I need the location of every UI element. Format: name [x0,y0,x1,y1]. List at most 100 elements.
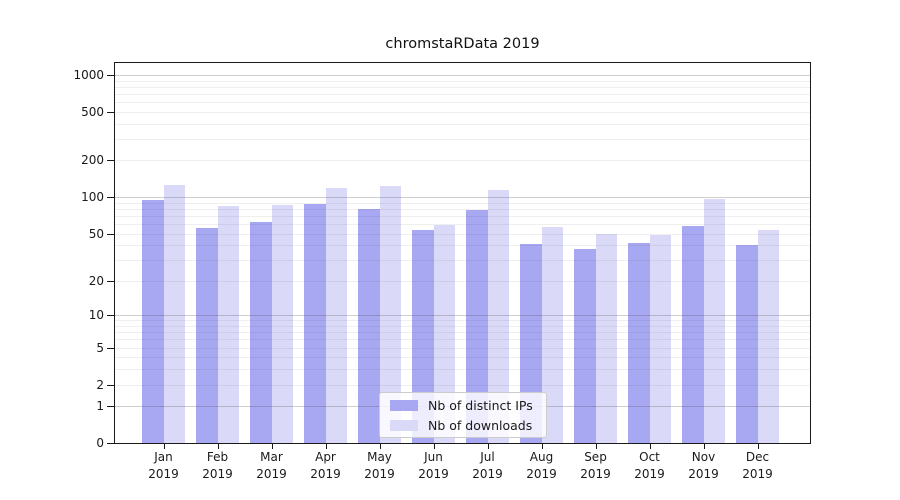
gridline-minor-8 [115,325,810,327]
gridline-minor-30 [115,260,810,261]
bar-aug-downloads [541,226,563,443]
gridline-minor-400 [115,123,810,125]
gridline-minor-800 [115,86,810,88]
bar-dec-distinct-ips [736,245,758,443]
x-tick-month: Nov [691,450,716,464]
gridline-minor-40 [115,245,810,247]
x-tick-year: 2019 [364,466,395,481]
x-tick-label-feb: Feb 2019 [190,449,246,482]
x-tick-month: Sep [584,450,607,464]
x-tick-year: 2019 [148,466,179,481]
y-tick-label-100: 100 [81,190,104,205]
legend-label-distinct-ips: Nb of distinct IPs [428,397,533,413]
legend-swatch-distinct-ips [390,399,418,411]
x-tick-label-jul: Jul 2019 [460,449,516,482]
x-tick-label-oct: Oct 2019 [622,449,678,482]
gridline-minor-6 [115,339,810,341]
y-tick-2 [107,384,114,386]
y-tick-label-20: 20 [88,273,104,288]
y-tick-label-200: 200 [81,153,104,168]
x-tick-year: 2019 [418,466,449,481]
x-tick-label-dec: Dec 2019 [730,449,786,482]
gridline-major-100 [115,197,810,199]
bar-jun-distinct-ips [412,229,434,443]
x-tick-label-apr: Apr 2019 [298,449,354,482]
x-tick-mar [271,444,273,449]
gridline-minor-300 [115,138,810,140]
y-tick-label-1: 1 [96,399,104,414]
x-tick-month: Dec [745,450,770,464]
gridline-minor-20 [115,280,810,282]
x-tick-label-nov: Nov 2019 [676,449,732,482]
x-tick-year: 2019 [634,466,665,481]
x-tick-year: 2019 [688,466,719,481]
y-tick-20 [107,280,114,282]
gridline-minor-200 [115,160,810,162]
bar-may-downloads [379,186,401,443]
bar-may-distinct-ips [358,208,380,443]
y-tick-10 [107,315,114,317]
bar-apr-distinct-ips [304,203,326,443]
legend-item-distinct-ips: Nb of distinct IPs [388,398,538,413]
x-tick-feb [217,444,219,449]
gridline-minor-70 [115,215,810,217]
x-tick-jan [163,444,165,449]
x-tick-month: Mar [260,450,283,464]
x-tick-month: Jul [480,450,495,464]
y-tick-label-50: 50 [88,226,104,241]
x-tick-jun [433,444,435,449]
gridline-major-10 [115,315,810,317]
y-tick-50 [107,233,114,235]
bar-mar-distinct-ips [250,222,272,443]
gridline-minor-600 [115,102,810,104]
y-tick-label-500: 500 [81,104,104,119]
y-tick-label-10: 10 [88,308,104,323]
y-tick-label-2: 2 [96,377,104,392]
x-tick-label-aug: Aug 2019 [514,449,570,482]
y-tick-label-0: 0 [96,436,104,450]
bar-apr-downloads [325,187,347,443]
x-tick-label-jun: Jun 2019 [406,449,462,482]
x-tick-aug [541,444,543,449]
bar-sep-downloads [595,233,617,443]
gridline-minor-900 [115,80,810,82]
x-tick-month: Aug [529,450,554,464]
x-tick-dec [757,444,759,449]
x-tick-year: 2019 [526,466,557,481]
gridline-minor-500 [115,111,810,113]
gridline-minor-60 [115,224,810,225]
x-tick-month: Apr [315,450,336,464]
gridline-minor-2 [115,384,810,386]
gridline-minor-9 [115,320,810,322]
bar-jun-downloads [433,224,455,443]
bar-nov-downloads [703,198,725,443]
x-tick-month: May [367,450,392,464]
y-tick-200 [107,160,114,162]
x-tick-month: Oct [639,450,660,464]
bar-dec-downloads [757,229,779,443]
chart-title: chromstaRData 2019 [385,36,540,52]
x-tick-label-may: May 2019 [352,449,408,482]
y-tick-1 [107,406,114,408]
bar-feb-downloads [217,206,239,443]
x-tick-label-sep: Sep 2019 [568,449,624,482]
x-tick-may [379,444,381,449]
y-tick-5 [107,347,114,349]
gridline-minor-4 [115,357,810,359]
gridline-minor-700 [115,93,810,95]
bar-jan-downloads [163,184,185,443]
x-tick-label-mar: Mar 2019 [244,449,300,482]
bar-feb-distinct-ips [196,227,218,443]
gridline-minor-3 [115,369,810,371]
bar-jul-distinct-ips [466,210,488,443]
x-tick-month: Jan [154,450,173,464]
y-tick-label-1000: 1000 [73,67,104,82]
legend-swatch-downloads [390,419,418,431]
x-tick-sep [595,444,597,449]
x-tick-nov [703,444,705,449]
y-tick-1000 [107,74,114,76]
gridline-minor-5 [115,347,810,349]
x-tick-year: 2019 [742,466,773,481]
plot-area [114,62,811,444]
y-axis-labels: 0 1 2 5 10 20 50 100 200 500 1000 [0,0,104,500]
